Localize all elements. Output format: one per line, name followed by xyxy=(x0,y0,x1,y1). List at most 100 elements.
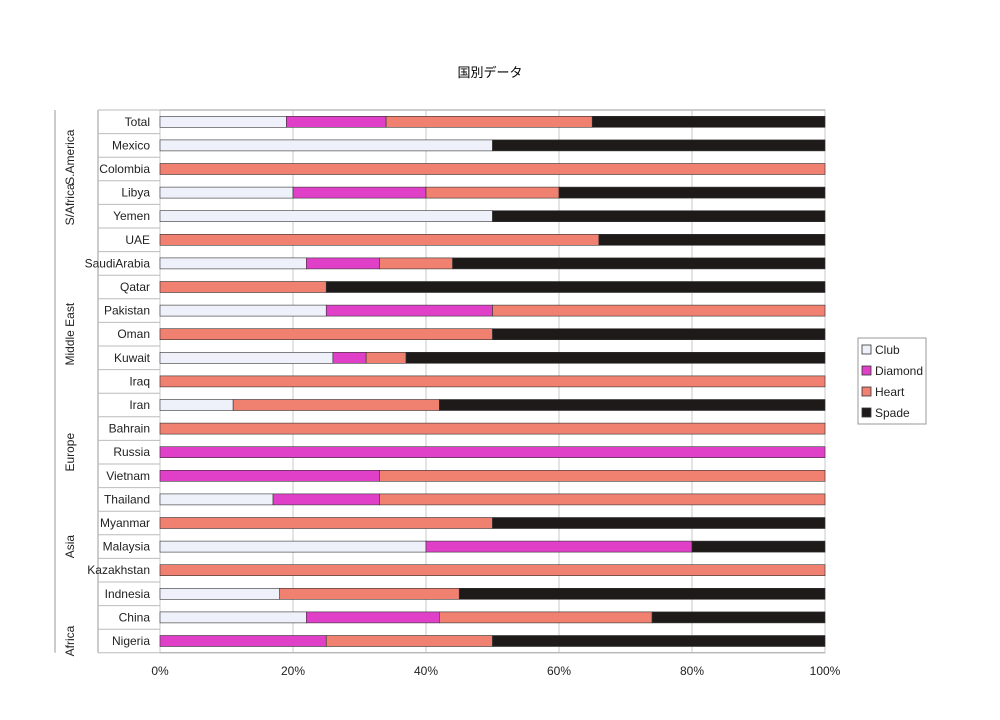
bar-segment-heart xyxy=(425,186,560,199)
bar-segment-diamond xyxy=(305,257,380,270)
bar-segment-spade xyxy=(405,351,826,364)
bar-segment-heart xyxy=(159,564,826,577)
bar-segment-heart xyxy=(379,469,826,482)
legend-label: Spade xyxy=(875,406,910,420)
legend-swatch xyxy=(861,344,872,355)
category-label: Iran xyxy=(129,398,150,412)
bar-segment-spade xyxy=(598,234,826,246)
bar-segment-spade xyxy=(492,635,826,647)
category-label: Yemen xyxy=(113,209,150,223)
category-label: Total xyxy=(125,115,150,129)
category-label: Nigeria xyxy=(112,634,150,648)
bar-segment-spade xyxy=(651,611,826,624)
x-tick-label: 100% xyxy=(810,664,841,678)
category-label: Bahrain xyxy=(109,422,150,436)
bar-segment-club xyxy=(159,257,307,270)
group-label: Asia xyxy=(63,535,77,559)
bar-segment-spade xyxy=(492,517,826,529)
bar-segment-diamond xyxy=(425,540,693,553)
bar-segment-heart xyxy=(232,399,440,411)
category-label: Oman xyxy=(117,327,150,341)
bar-segment-heart xyxy=(159,517,493,529)
category-label: Iraq xyxy=(129,374,150,388)
bar-segment-club xyxy=(159,186,294,199)
bar-segment-heart xyxy=(279,587,460,600)
bar-segment-heart xyxy=(365,351,407,364)
bar-segment-spade xyxy=(492,139,826,152)
category-label: Kazakhstan xyxy=(87,563,150,577)
bar-segment-diamond xyxy=(272,493,380,506)
category-label: Russia xyxy=(113,445,150,459)
bar-segment-spade xyxy=(452,257,826,270)
category-label: SaudiArabia xyxy=(85,256,151,270)
bar-segment-club xyxy=(159,351,334,364)
bar-segment-diamond xyxy=(286,116,387,128)
x-tick-label: 60% xyxy=(547,664,571,678)
category-label: Pakistan xyxy=(104,304,150,318)
bar-segment-spade xyxy=(558,186,826,199)
legend: Club Diamond Heart Spade xyxy=(857,337,927,425)
bar-segment-spade xyxy=(691,540,826,553)
bar-segment-club xyxy=(159,611,307,624)
bar-segment-diamond xyxy=(159,469,380,482)
bar-segment-heart xyxy=(325,635,493,647)
group-label: S.America xyxy=(63,129,77,185)
x-tick-label: 40% xyxy=(414,664,438,678)
bar-segment-diamond xyxy=(325,304,493,317)
category-label: Mexico xyxy=(112,138,150,152)
bar-segment-club xyxy=(159,493,274,506)
bar-segment-club xyxy=(159,116,287,128)
bar-segment-diamond xyxy=(159,635,327,647)
bar-segment-heart xyxy=(385,116,593,128)
plot-area: 0% 20% 40% 60% 80% 100% Total Mexico Colombia Lib… xyxy=(54,109,841,678)
bar-segment-club xyxy=(159,210,493,222)
group-label: Africa xyxy=(63,625,77,656)
bar-segment-heart xyxy=(159,163,826,175)
category-label: Vietnam xyxy=(106,469,150,483)
category-label: UAE xyxy=(125,233,150,247)
chart-title: 国別データ xyxy=(457,65,522,80)
legend-label: Club xyxy=(875,343,900,357)
legend-swatch xyxy=(861,386,872,397)
x-tick-label: 80% xyxy=(680,664,704,678)
bar-segment-diamond xyxy=(159,446,826,459)
bar-segment-club xyxy=(159,587,280,600)
group-label: Middle East xyxy=(63,302,77,365)
bar-segment-spade xyxy=(325,281,826,293)
bar-segment-heart xyxy=(159,328,493,341)
category-label: China xyxy=(119,610,151,624)
category-label: Colombia xyxy=(99,162,150,176)
bar-segment-heart xyxy=(159,234,600,246)
bar-segment-heart xyxy=(379,493,826,506)
bar-segment-heart xyxy=(159,375,826,388)
bar-segment-heart xyxy=(438,611,653,624)
bar-segment-club xyxy=(159,399,234,411)
group-label: S/Africa xyxy=(63,183,77,225)
bar-segment-club xyxy=(159,139,493,152)
bar-segment-heart xyxy=(159,422,826,435)
bar-segment-diamond xyxy=(332,351,367,364)
bar-segment-diamond xyxy=(305,611,440,624)
bar-segment-spade xyxy=(458,587,826,600)
bar-segment-spade xyxy=(591,116,826,128)
x-tick-label: 0% xyxy=(151,664,169,678)
legend-swatch xyxy=(861,407,872,418)
bar-segment-heart xyxy=(379,257,453,270)
category-label: Kuwait xyxy=(114,351,151,365)
bar-segment-heart xyxy=(159,281,327,293)
bar-segment-club xyxy=(159,540,427,553)
legend-label: Diamond xyxy=(875,364,923,378)
category-label: Malaysia xyxy=(103,540,151,554)
x-tick-label: 20% xyxy=(281,664,305,678)
legend-swatch xyxy=(861,365,872,376)
bar-segment-diamond xyxy=(292,186,427,199)
bar-segment-spade xyxy=(492,328,826,341)
legend-label: Heart xyxy=(875,385,905,399)
category-label: Myanmar xyxy=(100,516,150,530)
bar-segment-spade xyxy=(492,210,826,222)
category-label: Libya xyxy=(121,186,150,200)
bar-segment-heart xyxy=(492,304,826,317)
category-label: Qatar xyxy=(120,280,150,294)
bar-segment-club xyxy=(159,304,327,317)
